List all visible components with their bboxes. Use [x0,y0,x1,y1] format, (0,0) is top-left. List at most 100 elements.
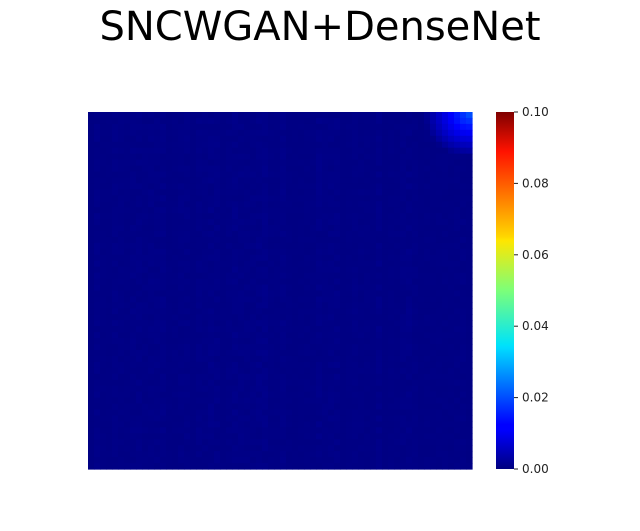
heatmap-cell [196,451,203,458]
heatmap-cell [190,236,197,244]
heatmap-cell [232,338,239,345]
heatmap-cell [244,302,251,309]
heatmap-cell [94,320,101,327]
heatmap-cell [376,147,383,155]
heatmap-cell [412,272,419,280]
heatmap-cell [232,260,239,268]
heatmap-cell [178,355,185,363]
heatmap-cell [322,421,329,428]
heatmap-cell [172,266,179,274]
heatmap-cell [364,177,371,184]
heatmap-cell [370,403,377,411]
heatmap-cell [118,451,125,458]
heatmap-cell [436,439,443,446]
heatmap-cell [136,272,143,280]
heatmap-cell [118,284,125,292]
heatmap-cell [352,320,359,327]
heatmap-cell [346,409,353,417]
heatmap-cell [274,433,281,440]
heatmap-cell [268,147,275,155]
heatmap-cell [442,403,449,411]
heatmap-cell [460,421,467,428]
heatmap-cell [178,433,185,440]
heatmap-cell [352,141,359,149]
heatmap-cell [124,177,131,184]
heatmap-cell [250,266,257,274]
heatmap-cell [190,165,197,173]
heatmap-cell [346,385,353,393]
heatmap-cell [232,183,239,190]
heatmap-cell [118,290,125,298]
heatmap-cell [256,165,263,173]
heatmap-cell [430,147,437,155]
heatmap-cell [316,189,323,196]
heatmap-cell [298,367,305,375]
heatmap-cell [388,165,395,173]
heatmap-cell [466,415,473,422]
heatmap-cell [160,254,167,262]
heatmap-cell [238,236,245,244]
heatmap-cell [460,409,467,417]
heatmap-cell [370,266,377,274]
heatmap-cell [106,177,113,184]
heatmap-cell [322,112,329,119]
heatmap-cell [376,344,383,351]
heatmap-cell [376,177,383,184]
heatmap-cell [274,290,281,298]
heatmap-cell [112,183,119,190]
heatmap-cell [184,219,191,226]
heatmap-cell [352,248,359,256]
heatmap-cell [136,236,143,244]
heatmap-cell [214,141,221,149]
heatmap-cell [406,225,413,232]
heatmap-cell [130,195,137,202]
heatmap-cell [430,266,437,274]
heatmap-cell [418,433,425,440]
heatmap-cell [232,266,239,274]
heatmap-cell [340,189,347,196]
heatmap-cell [460,385,467,393]
heatmap-cell [292,117,299,125]
heatmap-cell [460,135,467,143]
heatmap-cell [466,367,473,375]
heatmap-cell [352,153,359,161]
heatmap-cell [256,123,263,131]
heatmap-cell [346,201,353,208]
heatmap-cell [388,296,395,303]
heatmap-cell [214,451,221,458]
heatmap-cell [220,189,227,196]
heatmap-cell [88,177,95,184]
heatmap-cell [376,439,383,446]
heatmap-cell [322,254,329,262]
heatmap-cell [400,397,407,405]
heatmap-cell [298,296,305,303]
heatmap-cell [106,403,113,411]
heatmap-cell [418,242,425,250]
heatmap-cell [250,463,257,470]
heatmap-cell [166,129,173,137]
colorbar-tick-label: 0.06 [522,248,549,262]
heatmap-cell [184,201,191,208]
heatmap-cell [394,314,401,321]
heatmap-cell [142,403,149,411]
heatmap-cell [358,236,365,244]
heatmap-cell [196,284,203,292]
heatmap-cell [382,219,389,226]
heatmap-cell [190,433,197,440]
heatmap-cell [400,338,407,345]
heatmap-cell [382,201,389,208]
heatmap-cell [118,260,125,268]
heatmap-cell [370,272,377,280]
heatmap-cell [412,171,419,179]
heatmap-cell [124,433,131,440]
heatmap-cell [448,344,455,351]
heatmap-cell [118,373,125,381]
heatmap-cell [418,308,425,315]
heatmap-cell [388,177,395,184]
heatmap-cell [358,451,365,458]
heatmap-cell [238,338,245,345]
heatmap-cell [316,225,323,232]
heatmap-cell [250,451,257,458]
heatmap-cell [370,409,377,417]
heatmap-cell [148,308,155,315]
